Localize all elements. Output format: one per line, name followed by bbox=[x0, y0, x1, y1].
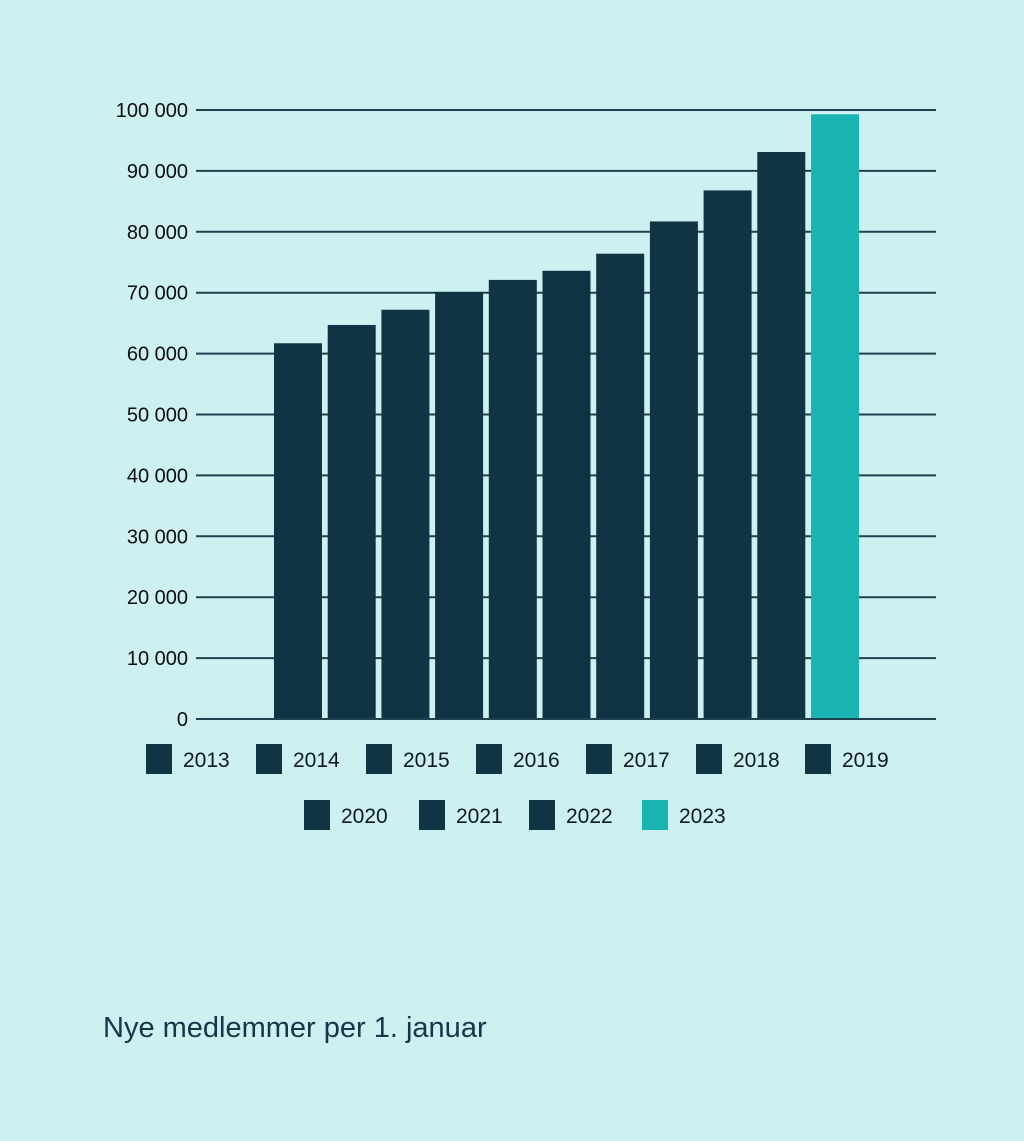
legend-swatch-2020 bbox=[304, 800, 330, 830]
legend-label-2015: 2015 bbox=[403, 749, 450, 772]
legend-swatch-2019 bbox=[805, 744, 831, 774]
bar-2016 bbox=[435, 292, 484, 719]
legend-label-2021: 2021 bbox=[456, 805, 503, 828]
legend-swatch-2018 bbox=[696, 744, 722, 774]
y-tick-label: 60 000 bbox=[127, 344, 188, 366]
bar-2020 bbox=[649, 221, 698, 719]
legend-label-2022: 2022 bbox=[566, 805, 613, 828]
legend-swatch-2013 bbox=[146, 744, 172, 774]
bar-2017 bbox=[488, 279, 537, 719]
legend-swatch-2023 bbox=[642, 800, 668, 830]
legend-swatch-2022 bbox=[529, 800, 555, 830]
chart-caption: Nye medlemmer per 1. januar bbox=[103, 1012, 487, 1044]
legend-swatch-2021 bbox=[419, 800, 445, 830]
legend-label-2023: 2023 bbox=[679, 805, 726, 828]
y-tick-label: 70 000 bbox=[127, 283, 188, 305]
legend-swatch-2017 bbox=[586, 744, 612, 774]
legend-label-2014: 2014 bbox=[293, 749, 340, 772]
bar-2018 bbox=[542, 270, 591, 719]
y-tick-label: 90 000 bbox=[127, 161, 188, 183]
bar-2014 bbox=[327, 324, 376, 719]
legend-label-2017: 2017 bbox=[623, 749, 670, 772]
y-tick-label: 0 bbox=[177, 709, 188, 731]
bar-2013 bbox=[274, 343, 322, 719]
legend-swatch-2016 bbox=[476, 744, 502, 774]
y-tick-label: 50 000 bbox=[127, 405, 188, 427]
bar-2023 bbox=[811, 114, 859, 719]
bar-2021 bbox=[703, 190, 752, 719]
legend-swatch-2014 bbox=[256, 744, 282, 774]
y-tick-label: 80 000 bbox=[127, 222, 188, 244]
legend-label-2013: 2013 bbox=[183, 749, 230, 772]
bar-2019 bbox=[596, 253, 645, 719]
legend-label-2018: 2018 bbox=[733, 749, 780, 772]
y-tick-label: 100 000 bbox=[116, 100, 188, 122]
bar-2015 bbox=[381, 309, 430, 719]
y-tick-label: 20 000 bbox=[127, 587, 188, 609]
legend-swatch-2015 bbox=[366, 744, 392, 774]
y-tick-label: 40 000 bbox=[127, 465, 188, 487]
legend-label-2016: 2016 bbox=[513, 749, 560, 772]
legend-label-2019: 2019 bbox=[842, 749, 889, 772]
y-tick-label: 30 000 bbox=[127, 526, 188, 548]
legend-label-2020: 2020 bbox=[341, 805, 388, 828]
bar-2022 bbox=[757, 152, 806, 719]
y-tick-label: 10 000 bbox=[127, 648, 188, 670]
